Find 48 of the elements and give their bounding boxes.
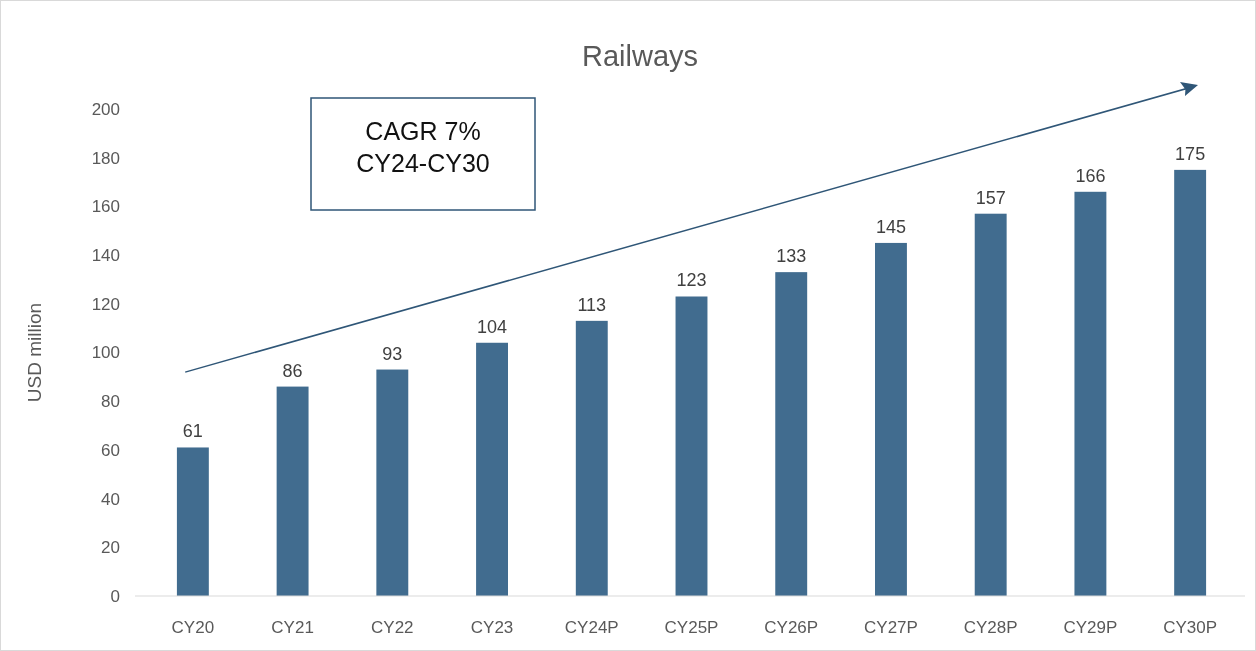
y-tick-label: 200 bbox=[91, 99, 120, 119]
data-label: 86 bbox=[282, 360, 303, 381]
x-tick-label: CY30P bbox=[1163, 618, 1218, 637]
bar bbox=[974, 213, 1007, 596]
x-tick-label: CY23 bbox=[470, 618, 514, 637]
y-tick-label: 160 bbox=[91, 197, 120, 217]
y-tick-label: 80 bbox=[101, 392, 120, 412]
y-tick-label: 180 bbox=[91, 148, 120, 168]
y-tick-label: 20 bbox=[101, 538, 120, 558]
bar bbox=[1074, 191, 1107, 596]
y-tick-label: 40 bbox=[101, 489, 120, 509]
y-tick-label: 140 bbox=[91, 246, 120, 266]
data-label: 157 bbox=[975, 187, 1006, 208]
x-tick-label: CY29P bbox=[1063, 618, 1118, 637]
data-label: 104 bbox=[477, 316, 508, 337]
x-tick-label: CY27P bbox=[864, 618, 918, 637]
data-label: 133 bbox=[776, 246, 807, 267]
bar bbox=[1174, 169, 1207, 596]
x-tick-label: CY28P bbox=[963, 618, 1018, 637]
data-label: 145 bbox=[875, 216, 906, 237]
data-label: 113 bbox=[577, 294, 607, 315]
y-tick-label: 60 bbox=[101, 440, 120, 460]
bar bbox=[476, 342, 508, 596]
bar bbox=[176, 447, 209, 596]
y-axis-title: USD million bbox=[24, 302, 45, 403]
x-tick-label: CY24P bbox=[564, 618, 619, 637]
bar bbox=[775, 272, 808, 596]
data-label: 175 bbox=[1175, 143, 1206, 164]
annotation: CAGR 7% bbox=[365, 117, 481, 145]
data-label: 166 bbox=[1075, 165, 1106, 186]
bar bbox=[875, 242, 907, 596]
bar bbox=[376, 369, 409, 596]
x-tick-label: CY20 bbox=[171, 618, 215, 637]
y-tick-label: 100 bbox=[91, 343, 120, 363]
data-label: 61 bbox=[182, 421, 203, 442]
data-label: 123 bbox=[676, 270, 707, 291]
y-tick-label: 120 bbox=[91, 294, 120, 314]
bar bbox=[575, 320, 608, 596]
x-tick-label: CY21 bbox=[271, 618, 314, 637]
bar bbox=[276, 386, 309, 596]
annotation: CY24-CY30 bbox=[356, 149, 490, 177]
chart-title: Railways bbox=[581, 40, 699, 72]
bar bbox=[675, 296, 708, 596]
x-tick-label: CY22 bbox=[371, 618, 414, 637]
data-label: 93 bbox=[382, 343, 403, 364]
y-tick-label: 0 bbox=[110, 586, 120, 606]
x-tick-label: CY25P bbox=[664, 618, 719, 637]
x-tick-label: CY26P bbox=[764, 618, 819, 637]
